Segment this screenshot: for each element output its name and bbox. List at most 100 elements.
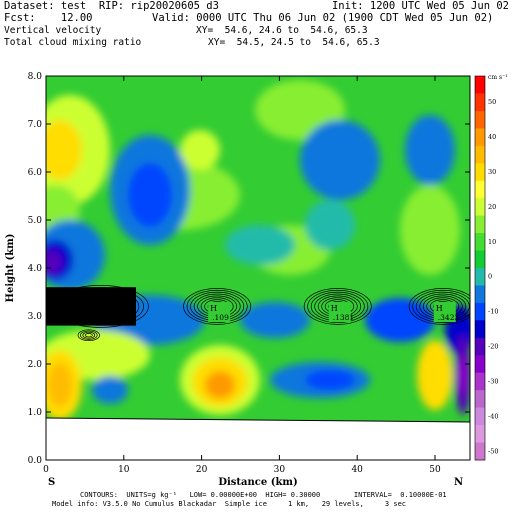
colorbar-swatch (475, 425, 485, 444)
y-tick-label: 5.0 (28, 216, 43, 226)
colorbar-swatch (475, 145, 485, 164)
x-tick-label: 50 (429, 465, 441, 475)
y-axis: 0.0 1.0 2.0 3.0 4.0 5.0 6.0 7.0 8.0 (28, 72, 470, 466)
contours-info: CONTOURS: UNITS=g kg⁻¹ LOW= 0.00000E+00 … (80, 491, 447, 499)
colorbar-tick-label: 50 (488, 98, 496, 106)
max-label-box (328, 302, 351, 322)
colorbar-swatch (475, 268, 485, 286)
colorbar-frame (474, 75, 486, 461)
cloud-contour (82, 331, 96, 339)
colorbar-tick-label: -50 (488, 447, 498, 455)
colorbar-units: cm s⁻¹ (488, 74, 508, 81)
cloud-mixing-contours: .04 (46, 285, 470, 341)
terrain (46, 418, 470, 460)
cloud-contour (56, 287, 145, 326)
cloud-label: .04 (75, 295, 88, 304)
x-end-label-right: N (454, 477, 463, 488)
cloud-contour (84, 333, 93, 338)
colorbar-tick-label: -10 (488, 308, 498, 316)
max-label-value: .109 (212, 313, 229, 322)
y-axis-label: Height (km) (5, 234, 16, 303)
cloud-contour (80, 297, 121, 316)
init-time-label: Init: 1200 UTC Wed 05 Jun 02 (331, 0, 509, 12)
x-tick-label: 30 (274, 465, 286, 475)
y-tick-label: 6.0 (28, 168, 43, 178)
cloud-contour (66, 291, 135, 322)
colorbar-swatch (475, 198, 485, 217)
max-label-value: .1381 (333, 313, 354, 322)
colorbar-tick-label: 30 (488, 168, 496, 176)
cloud-contour (80, 330, 98, 340)
x-axis-label: Distance (km) (218, 477, 297, 488)
colorbar-swatch (475, 110, 485, 129)
max-label-letter: H (331, 304, 338, 313)
xy1-label: XY= 54.6, 24.6 to 54.6, 65.3 (196, 25, 368, 36)
colorbar-swatch (475, 442, 485, 461)
cloud-contour (90, 301, 111, 311)
colorbar-swatch (475, 180, 485, 199)
cloud-contour (412, 289, 470, 323)
colorbar-tick-label: -40 (488, 412, 498, 420)
x-tick-label: 20 (196, 465, 208, 475)
colorbar-tick-label: -20 (488, 343, 498, 351)
y-tick-label: 0.0 (28, 456, 43, 466)
y-tick-label: 8.0 (28, 72, 43, 82)
colorbar-swatch (475, 128, 485, 147)
max-label-box (208, 302, 231, 322)
colorbar-tick-label: 20 (488, 203, 496, 211)
colorbar-tick-label: 10 (488, 238, 496, 246)
colorbar-swatch (475, 372, 485, 391)
colorbar-swatch (475, 250, 485, 269)
colorbar-swatch (475, 93, 485, 112)
shaded-field: .04 (46, 76, 470, 460)
cloud-contour (77, 329, 100, 341)
max-label-letter: H (436, 304, 443, 313)
y-tick-label: 2.0 (28, 360, 43, 370)
x-axis: 0 10 20 30 40 50 (43, 76, 441, 475)
model-info: Model info: V3.5.0 No Cumulus Blackadar … (52, 500, 407, 508)
y-tick-label: 1.0 (28, 408, 43, 418)
valid-time-label: Valid: 0000 UTC Thu 06 Jun 02 (1900 CDT … (152, 12, 494, 24)
cloud-contour (183, 288, 252, 325)
xy2-label: XY= 54.5, 24.5 to 54.6, 65.3 (208, 37, 380, 48)
colorbar-swatch (475, 285, 485, 304)
x-end-label-left: S (48, 477, 55, 488)
colorbar-swatch (475, 320, 485, 339)
colorbar-swatch (475, 215, 485, 234)
y-tick-label: 3.0 (28, 312, 43, 322)
x-tick-label: 10 (118, 465, 130, 475)
colorbar-swatch (475, 337, 485, 356)
cloud-contour (303, 288, 372, 325)
cloud-contour (408, 288, 470, 325)
colorbar-swatch (475, 76, 485, 94)
colorbar-swatch (475, 390, 485, 409)
cloud-contour (71, 293, 130, 320)
cloud-contour (85, 299, 116, 314)
dataset-label: Dataset: test RIP: rip20020605 d3 (4, 0, 219, 12)
x-tick-label: 40 (351, 465, 363, 475)
colorbar-swatch (475, 355, 485, 374)
cloud-contour (307, 289, 369, 323)
colorbar-swatch (475, 407, 485, 426)
forecast-hour-label: Fcst: 12.00 (4, 12, 93, 24)
cloud-contour (61, 289, 140, 324)
colorbar-swatch (475, 302, 485, 321)
field2-label: Total cloud mixing ratio (4, 37, 142, 48)
cloud-contour (52, 285, 149, 328)
colorbar-tick-label: -30 (488, 377, 498, 385)
colorbar: 50 40 30 20 10 0 -10 -20 -30 -40 -50 (474, 75, 498, 461)
colorbar-swatch (475, 233, 485, 252)
max-label-box (433, 302, 456, 322)
max-label-letter: H (210, 304, 217, 313)
colorbar-tick-label: 40 (488, 133, 496, 141)
x-tick-label: 0 (43, 465, 49, 475)
y-tick-label: 4.0 (28, 264, 43, 274)
cloud-contour (186, 289, 248, 323)
colorbar-swatch (475, 163, 485, 182)
y-tick-label: 7.0 (28, 120, 43, 130)
cloud-contour (76, 295, 125, 318)
max-label-value: .3423 (438, 313, 460, 322)
field1-label: Vertical velocity (4, 25, 102, 36)
